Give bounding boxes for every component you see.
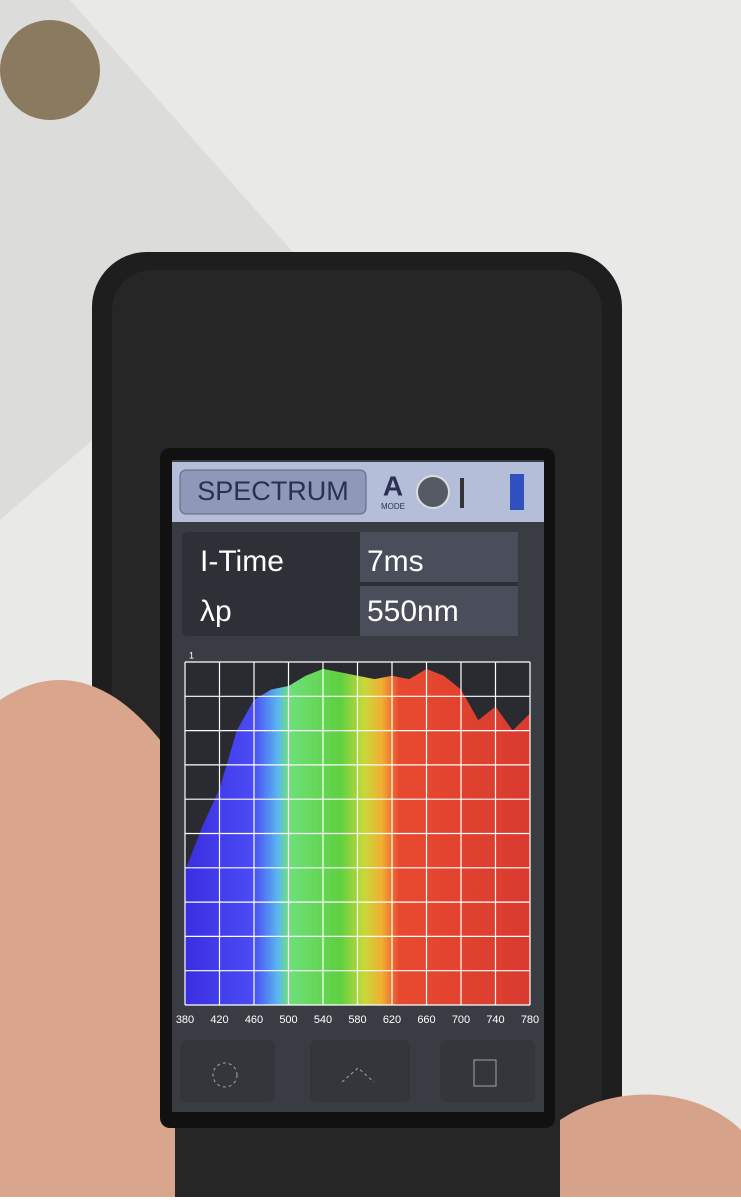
door-knob	[0, 20, 100, 120]
mode: A	[383, 470, 403, 501]
x-tick-label: 460	[245, 1014, 263, 1026]
x-tick-label: 740	[486, 1014, 504, 1026]
shutter-icon[interactable]	[416, 475, 450, 509]
hand	[0, 680, 175, 1197]
row-value: 550nm	[367, 595, 459, 628]
battery	[510, 474, 524, 510]
indicator	[460, 478, 464, 508]
settings-icon	[212, 1062, 238, 1088]
x-tick-label: 780	[521, 1014, 539, 1026]
save-icon	[473, 1059, 497, 1087]
title-box	[179, 469, 367, 515]
y-tick-label: 1	[189, 650, 194, 660]
home-button[interactable]	[310, 1040, 410, 1102]
settings-button[interactable]	[180, 1040, 275, 1102]
value-cell	[360, 532, 518, 582]
x-tick-label: 420	[210, 1014, 228, 1026]
save-button[interactable]	[440, 1040, 535, 1102]
mode-label: MODE	[381, 502, 405, 511]
value-cell	[360, 586, 518, 636]
x-tick-label: 540	[314, 1014, 332, 1026]
row-value: 7ms	[367, 545, 424, 578]
x-tick-label: 380	[176, 1014, 194, 1026]
screen-title: SPECTRUM	[197, 476, 349, 506]
home-icon	[341, 1067, 375, 1083]
x-tick-label: 500	[279, 1014, 297, 1026]
row-label: λp	[200, 595, 232, 628]
row-label: I-Time	[200, 545, 284, 578]
x-tick-label: 700	[452, 1014, 470, 1026]
x-tick-label: 620	[383, 1014, 401, 1026]
x-tick-label: 660	[417, 1014, 435, 1026]
x-tick-label: 580	[348, 1014, 366, 1026]
thumb	[560, 1094, 741, 1197]
